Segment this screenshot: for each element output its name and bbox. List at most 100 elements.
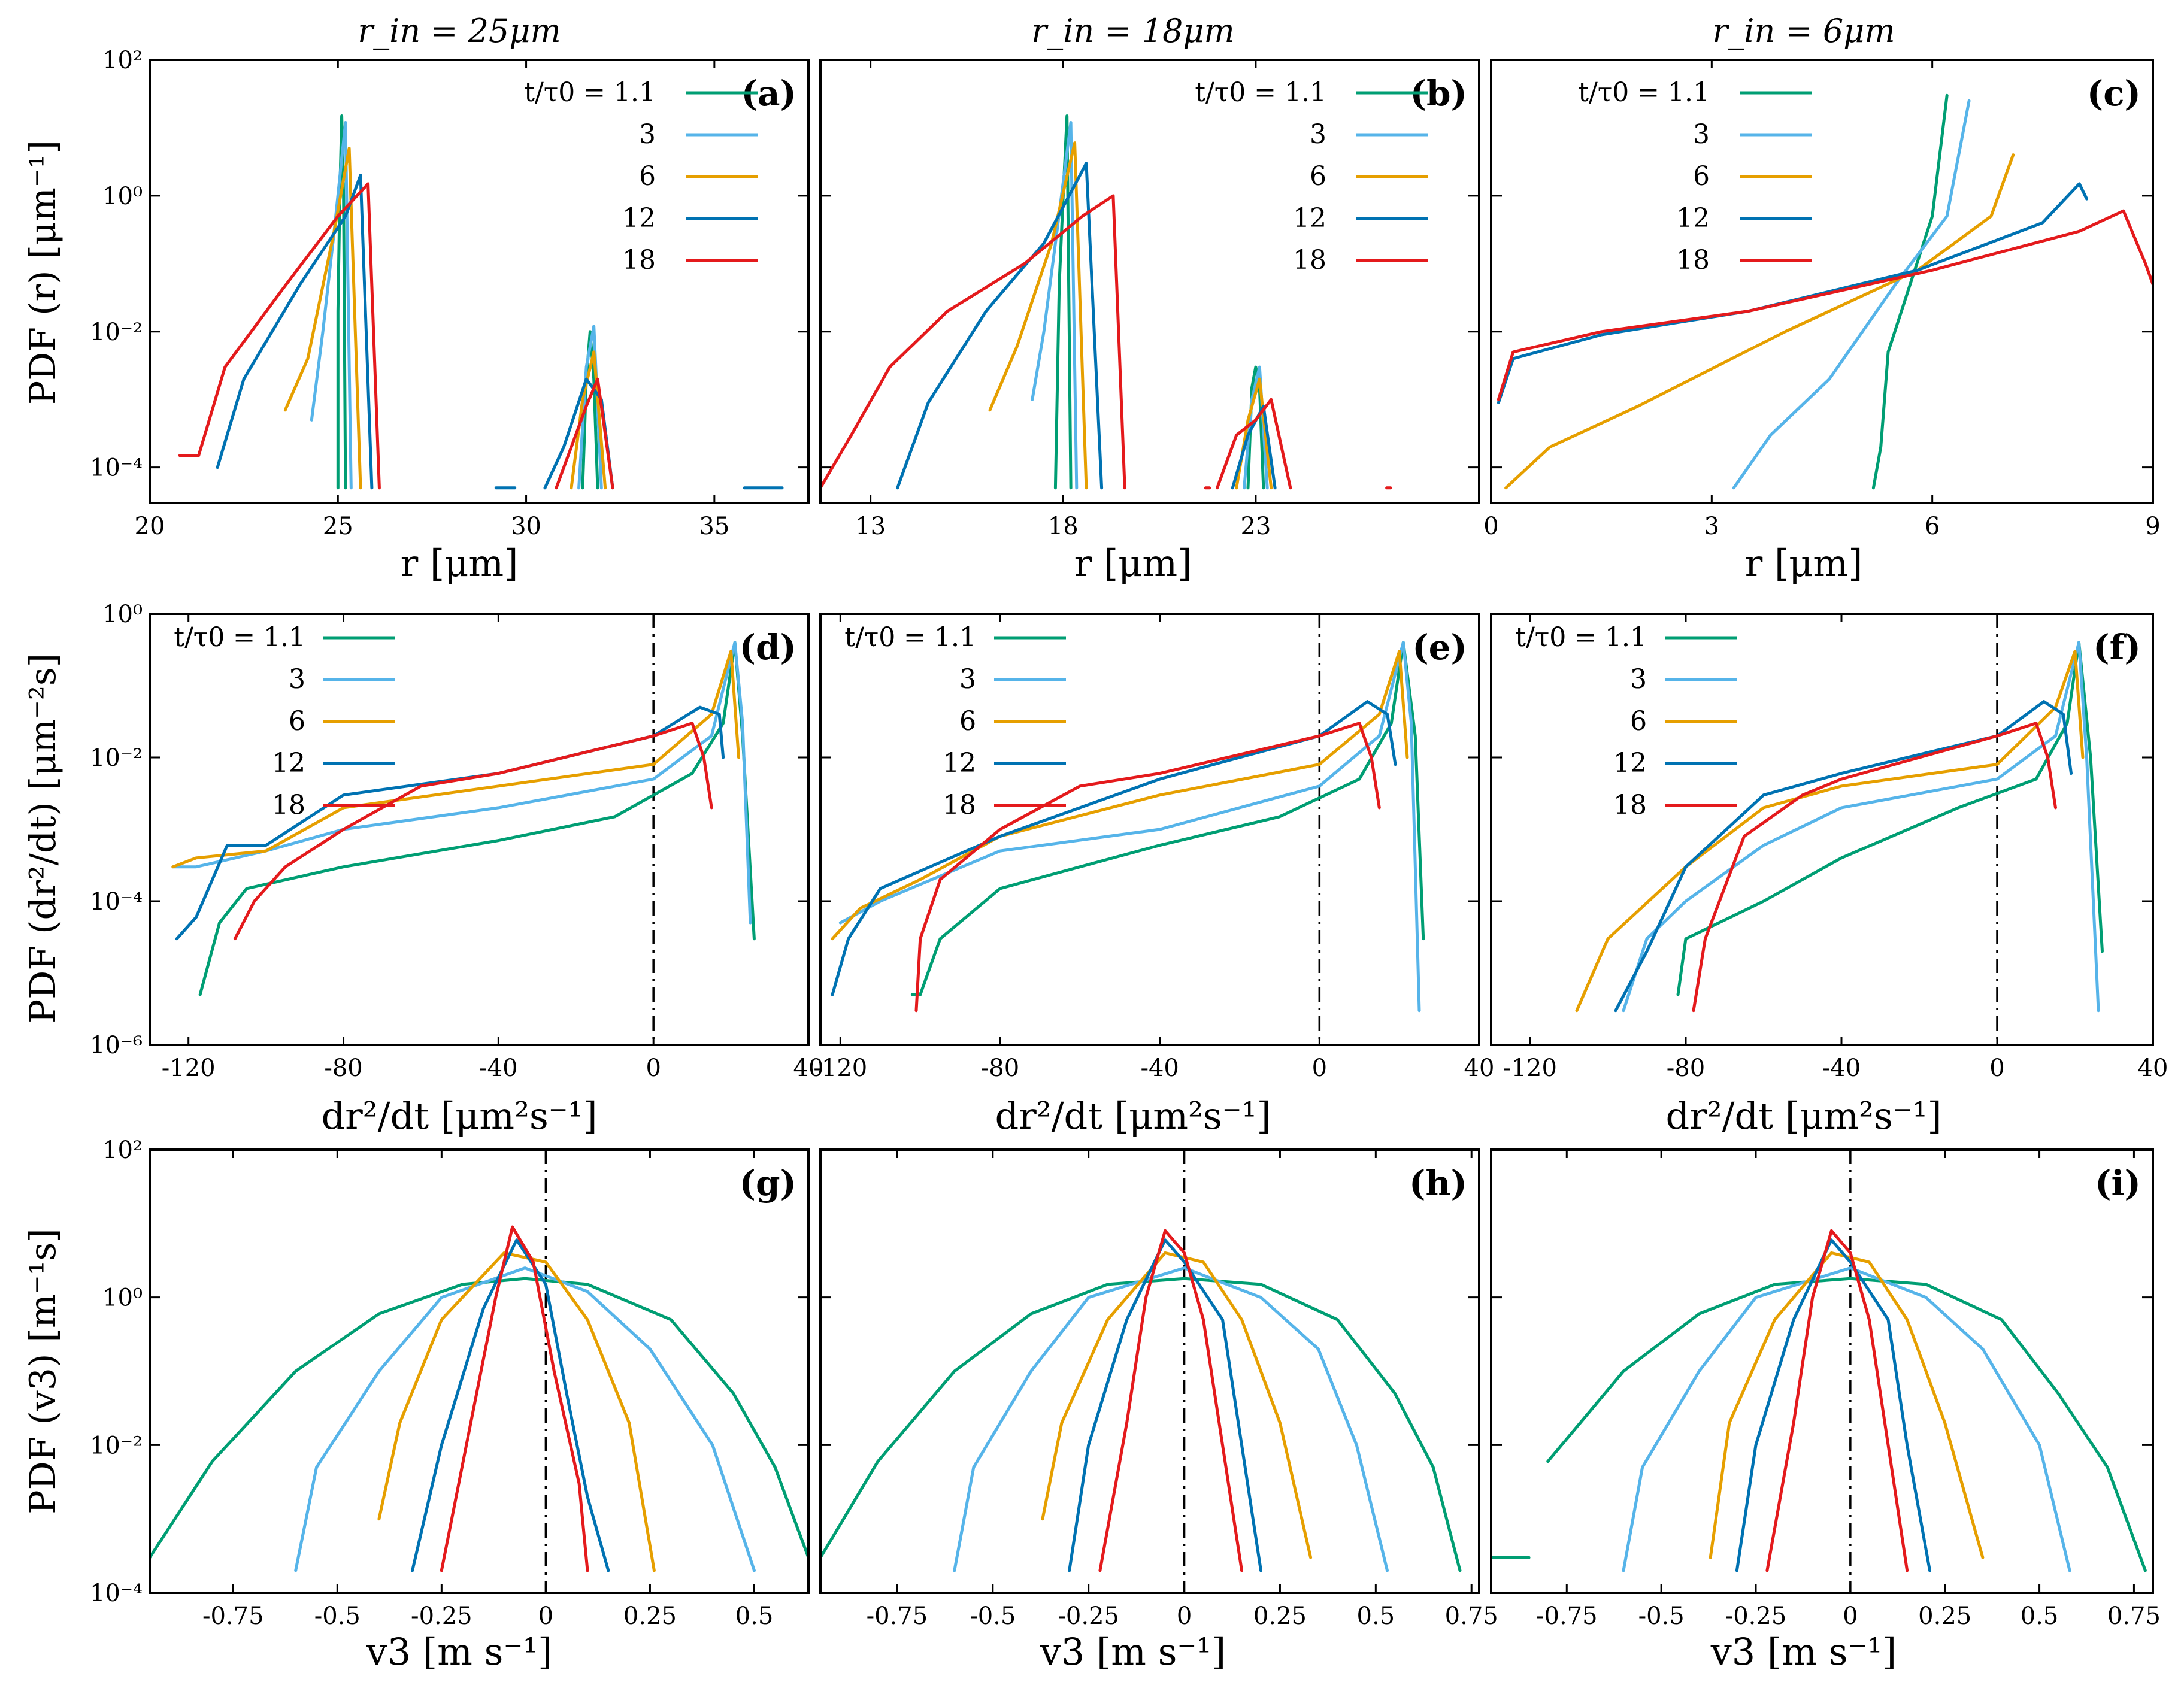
legend-label-c-3: 12 (1676, 203, 1710, 234)
legend-label-a-1: 3 (639, 119, 656, 150)
y-tick-label-a: 10⁰ (102, 183, 143, 210)
series-line-i-0 (1491, 1277, 2147, 1572)
series-line-g-4 (440, 1225, 589, 1572)
x-tick-label-h: 0 (1177, 1602, 1192, 1630)
legend-label-d-1: 3 (289, 664, 305, 695)
x-tick-label-i: -0.75 (1536, 1602, 1598, 1630)
legend-label-h-3: 12 (943, 748, 976, 778)
legend-label-a-2: 6 (639, 161, 656, 192)
series-line-f-2 (1575, 650, 2085, 1013)
series-line-g-3 (411, 1238, 610, 1572)
legend-label-a-3: 12 (622, 203, 656, 234)
x-tick-label-i: -0.5 (1638, 1602, 1685, 1630)
series-group-i (1491, 1229, 2147, 1572)
series-line-h-3 (1068, 1238, 1262, 1572)
series-group-b (820, 114, 1392, 490)
legend-label-h-0: t/τ0 = 1.1 (844, 622, 976, 653)
row-xlabel-2-f: dr²/dt [μm²s⁻¹] (1665, 1094, 1941, 1138)
series-line-h-1 (953, 1266, 1389, 1572)
x-tick-label-g: -0.25 (411, 1602, 472, 1630)
x-tick-label-i: -0.25 (1725, 1602, 1787, 1630)
legend-label-d-4: 18 (272, 790, 305, 820)
series-line-c-3 (1497, 182, 2088, 404)
legend-label-a-0: t/τ0 = 1.1 (524, 77, 656, 108)
x-tick-label-g: -0.75 (202, 1602, 264, 1630)
column-title-1: r_in = 25μm (358, 12, 561, 50)
x-tick-label-g: 0 (538, 1602, 553, 1630)
x-tick-label-e: 0 (1312, 1054, 1327, 1082)
y-tick-label-d: 10⁻² (90, 744, 143, 772)
axes-frame-i (1490, 1148, 2154, 1594)
legend-label-b-3: 12 (1293, 203, 1326, 234)
series-line-g-1 (294, 1266, 756, 1572)
series-group-d (171, 641, 756, 996)
panel-letter-c: (c) (2087, 73, 2141, 114)
axes-frame-h (819, 1148, 1480, 1594)
series-group-c (1497, 93, 2153, 490)
axes-frame-c (1490, 59, 2154, 504)
series-line-e-2 (831, 650, 1409, 941)
series-line-c-4 (1497, 209, 2153, 401)
series-line-c-0 (1871, 93, 1949, 490)
x-tick-label-d: 0 (646, 1054, 661, 1082)
legend-label-c-2: 6 (1693, 161, 1710, 192)
y-tick-label-d: 10⁰ (102, 601, 143, 628)
row-xlabel-2-d: dr²/dt [μm²s⁻¹] (321, 1094, 597, 1138)
x-tick-label-h: -0.5 (970, 1602, 1016, 1630)
series-line-d-3 (175, 705, 725, 941)
x-tick-label-d: -80 (324, 1054, 362, 1082)
y-tick-label-d: 10⁻⁶ (90, 1032, 143, 1059)
panel-letter-e: (e) (1412, 627, 1467, 668)
column-title-3: r_in = 6μm (1712, 12, 1895, 50)
series-line-h-2 (1041, 1251, 1313, 1559)
row-ylabel-1: PDF (r) [μm⁻¹] (22, 140, 64, 405)
panel-letter-d: (d) (740, 627, 796, 668)
row-xlabel-1-a: r [μm] (401, 541, 519, 585)
x-tick-label-i: 0.75 (2107, 1602, 2161, 1630)
x-tick-label-h: 0.5 (1357, 1602, 1395, 1630)
series-line-c-1 (1732, 99, 1971, 490)
series-line-h-0 (820, 1277, 1462, 1572)
legend-label-f-2: 6 (1630, 706, 1647, 737)
axes-frame-a (149, 59, 810, 504)
series-line-a-3 (216, 174, 784, 490)
x-tick-label-g: 0.5 (735, 1602, 774, 1630)
row-xlabel-1-c: r [μm] (1745, 541, 1863, 585)
series-line-a-2 (283, 147, 607, 490)
x-tick-label-g: -0.5 (314, 1602, 361, 1630)
series-line-i-2 (1709, 1251, 1985, 1559)
axes-frame-b (819, 59, 1480, 504)
panel-letter-f: (f) (2093, 627, 2141, 668)
x-tick-label-c: 6 (1925, 513, 1940, 540)
y-tick-label-g: 10⁻⁴ (90, 1580, 143, 1607)
x-tick-label-i: 0.25 (1918, 1602, 1971, 1630)
legend-label-e-2: 6 (959, 706, 976, 737)
y-tick-label-a: 10⁻⁴ (90, 454, 143, 482)
y-tick-label-g: 10² (102, 1137, 143, 1164)
x-tick-label-h: 0.75 (1445, 1602, 1498, 1630)
x-tick-label-e: -40 (1140, 1054, 1179, 1082)
x-tick-label-c: 9 (2145, 513, 2160, 540)
x-tick-label-a: 30 (511, 513, 541, 540)
x-tick-label-f: -40 (1822, 1054, 1861, 1082)
x-tick-label-a: 35 (699, 513, 729, 540)
x-tick-label-e: -120 (813, 1054, 867, 1082)
legend-label-e-1: 3 (959, 664, 976, 695)
x-tick-label-b: 23 (1240, 513, 1271, 540)
legend-label-a-4: 18 (622, 245, 656, 275)
legend-label-i-1: 3 (1630, 664, 1647, 695)
series-line-f-3 (1614, 700, 2073, 1013)
series-line-g-0 (150, 1277, 808, 1559)
panel-letter-i: (i) (2095, 1163, 2141, 1204)
y-tick-label-g: 10⁻² (90, 1432, 143, 1459)
series-line-i-1 (1622, 1266, 2071, 1572)
legend-label-g-4: 18 (272, 790, 305, 820)
legend-label-d-2: 6 (289, 706, 305, 737)
series-line-f-0 (1676, 641, 2104, 996)
row-ylabel-2: PDF (dr²/dt) [μm⁻²s] (22, 653, 64, 1023)
axes-frame-g (149, 1148, 810, 1594)
